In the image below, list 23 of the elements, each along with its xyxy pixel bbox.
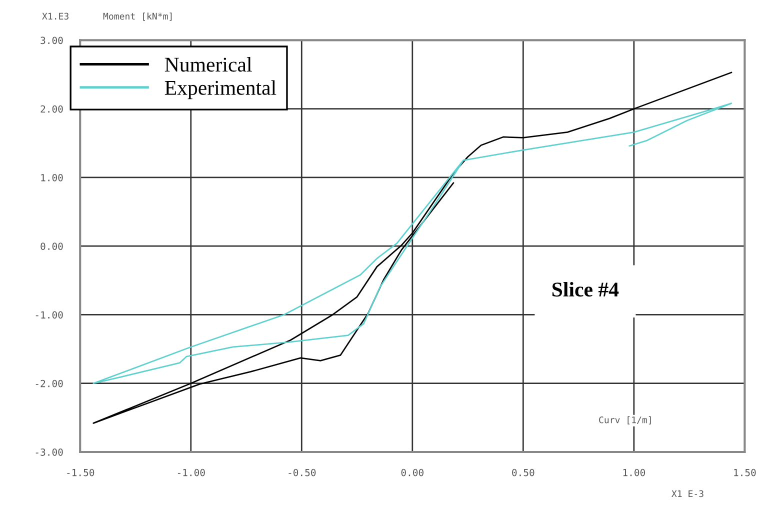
x-tick-label: 0.50: [512, 468, 534, 476]
x-axis-title: Curv [1/m]: [599, 416, 651, 424]
annotation: Slice #4: [552, 282, 619, 297]
x-tick-label: -1.00: [178, 468, 205, 476]
y-tick-label: -1.00: [36, 311, 63, 319]
y-tick-label: 3.00: [40, 36, 63, 44]
x-tick-label: -1.50: [67, 468, 94, 476]
y-axis-title: Moment [kN*m]: [103, 12, 172, 21]
x-tick-label: 0.00: [401, 468, 424, 476]
y-tick-label: 2.00: [40, 105, 63, 113]
legend-label: Numerical: [164, 57, 252, 72]
text: X1 E-3: [672, 490, 704, 498]
line-series: [92, 102, 732, 384]
x-tick-label: 1.00: [623, 468, 645, 476]
y-tick-label: -2.00: [36, 380, 63, 388]
line-series: [92, 72, 732, 424]
text: X1.E3: [42, 12, 68, 20]
y-tick-label: 1.00: [41, 174, 63, 182]
legend-label: Experimental: [164, 80, 276, 100]
x-tick-label: -0.50: [288, 468, 316, 476]
x-tick-label: 1.50: [734, 468, 756, 476]
y-tick-label: 0.00: [40, 242, 63, 250]
y-tick-label: -3.00: [36, 448, 63, 456]
